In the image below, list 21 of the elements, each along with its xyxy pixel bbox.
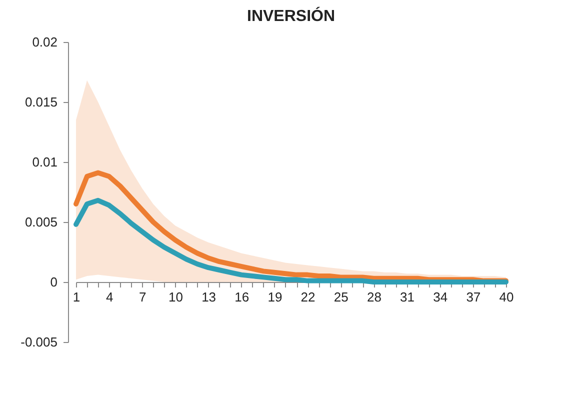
x-tick-label: 22 xyxy=(300,290,316,304)
x-tick-label: 37 xyxy=(466,290,481,304)
x-tick-label: 4 xyxy=(106,290,114,304)
x-tick-label: 7 xyxy=(139,290,146,304)
chart-title: INVERSIÓN xyxy=(246,6,336,25)
x-tick-label: 25 xyxy=(334,290,348,304)
y-tick-label: 0.015 xyxy=(24,94,58,110)
x-tick-label: 40 xyxy=(499,290,514,304)
x-tick-label: 16 xyxy=(234,290,250,304)
y-tick-label: 0.02 xyxy=(32,34,58,50)
x-tick-label: 31 xyxy=(400,290,415,304)
x-tick-label: 34 xyxy=(433,290,448,304)
x-tick-label: 10 xyxy=(168,290,183,304)
x-tick-label: 28 xyxy=(366,290,382,304)
y-tick-label: 0.005 xyxy=(24,214,58,230)
x-tick-label: 1 xyxy=(72,290,80,304)
y-tick-label: 0.01 xyxy=(32,154,58,170)
y-tick-label: 0 xyxy=(50,274,58,290)
x-tick-label: 19 xyxy=(268,290,282,304)
y-tick-label: -0.005 xyxy=(20,334,58,350)
x-tick-label: 13 xyxy=(202,290,216,304)
